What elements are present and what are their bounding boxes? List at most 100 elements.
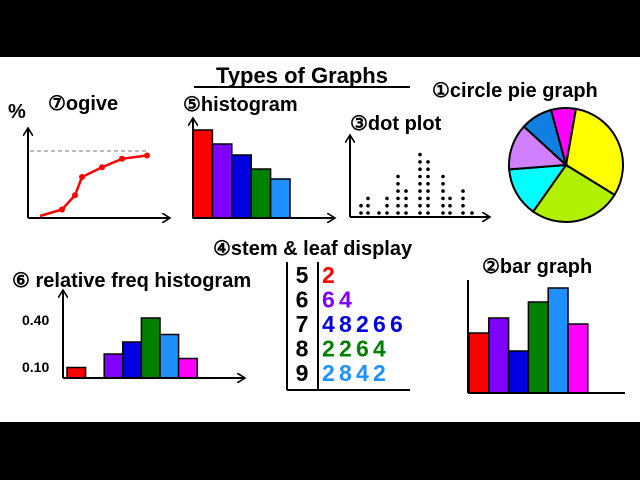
bar-graph-title: ②bar graph [482,256,592,278]
stem: 8 [296,336,309,362]
leaf: 2 [356,311,369,337]
stem: 9 [296,360,309,386]
pie-slice [549,107,578,166]
dot [441,182,445,186]
dot [448,203,452,208]
dot [461,189,465,193]
stem: 7 [296,311,309,337]
stem-leaf-title: ④stem & leaf display [213,238,413,260]
dot [366,203,370,208]
leaf: 4 [373,336,386,362]
dot [426,160,430,164]
dot [385,196,389,201]
relative-freq-bar [66,366,87,379]
dot [396,196,400,201]
dot [461,211,465,215]
dot [426,196,430,201]
histogram-title: ⑤histogram [183,94,298,116]
dot-plot-chart [350,135,490,217]
dot [385,203,389,208]
dot [366,196,370,201]
dot [396,203,400,208]
ytick-040: 0.40 [22,312,49,328]
leaf: 6 [373,311,386,337]
relative-freq-bar [122,341,143,379]
ogive-point [99,164,105,171]
dot [441,211,445,215]
leaf: 8 [339,311,352,337]
ogive-ylabel: % [8,101,26,123]
relative-freq-bar [103,353,124,379]
dot [418,152,422,157]
dot [461,203,465,208]
stem-leaf-display: 5 26 6 47 4 8 2 6 68 2 2 6 49 2 8 4 2 [286,262,410,391]
dot [385,211,389,215]
ytick-010: 0.10 [22,359,49,375]
leaf: 4 [322,311,335,337]
leaf: 2 [322,262,335,288]
pie-title: ①circle pie graph [432,80,598,102]
dot [359,203,363,208]
graphs-canvas: Types of Graphs % ⑦ogive ⑤histogram ③dot… [8,63,625,394]
dot [441,196,445,201]
relative-freq-bar [177,357,198,379]
leaf: 2 [322,360,335,386]
dot [366,211,370,215]
ogive-point [72,192,78,199]
bar [547,287,569,394]
dot [418,203,422,208]
leaf: 4 [356,360,369,386]
dot [404,211,408,215]
dot [396,182,400,186]
dot [448,196,452,201]
bar [468,332,490,394]
stem: 6 [296,287,309,313]
relative-freq-chart [63,290,245,378]
dot [418,160,422,164]
bar [567,323,589,394]
dot [426,203,430,208]
leaf: 2 [373,360,386,386]
dot [418,182,422,186]
dot [418,174,422,179]
histogram-bar [192,129,214,219]
dot [441,189,445,193]
leaf: 6 [356,336,369,362]
pie-chart [508,107,624,223]
dot [359,211,363,215]
leaf: 6 [390,311,403,337]
bar [488,317,510,394]
dot [404,203,408,208]
relative-freq-title: ⑥ relative freq histogram [12,270,251,292]
histogram-chart [193,118,335,218]
dot [426,167,430,171]
ogive-point [79,174,85,180]
dot [441,203,445,208]
leaf: 4 [339,287,352,313]
dot [396,174,400,179]
dot [418,167,422,171]
bar [507,350,530,394]
ogive-point [144,152,150,159]
dot [461,196,465,201]
dot [470,211,474,215]
dot [426,174,430,179]
dot [448,211,452,215]
relative-freq-bar [140,317,161,379]
ogive-point [119,155,125,162]
dot [377,211,381,215]
stem: 5 [296,262,309,288]
bar [527,301,549,394]
dot [426,182,430,186]
ogive-point [59,206,65,213]
dot [426,211,430,215]
dot [396,211,400,215]
dot-plot-title: ③dot plot [350,113,442,135]
ogive-title: ⑦ogive [48,93,118,115]
relative-freq-bar [159,333,180,379]
dot [418,189,422,193]
dot [418,211,422,215]
leaf: 2 [339,336,352,362]
histogram-bar [269,178,291,219]
slide: Types of Graphs % ⑦ogive ⑤histogram ③dot… [0,57,640,422]
